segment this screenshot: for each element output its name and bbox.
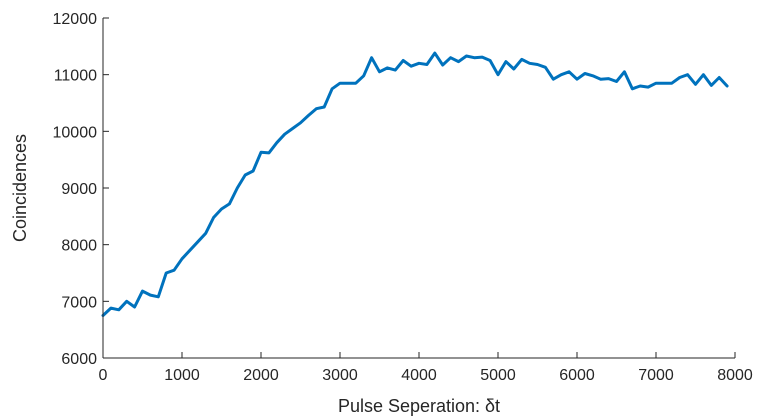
y-tick-label: 11000 [54,68,97,85]
y-tick-label: 6000 [61,351,97,368]
y-tick-label: 7000 [61,294,97,311]
x-tick-label: 3000 [322,367,358,384]
x-tick-label: 0 [99,367,108,384]
x-axis-title: Pulse Seperation: δt [338,396,500,416]
y-tick-label: 8000 [61,238,97,255]
x-axis-ticks: 0 1000 2000 3000 4000 5000 6000 7000 8000 [99,352,753,384]
y-tick-label: 12000 [53,11,98,28]
y-axis-ticks: 6000 7000 8000 9000 10000 11000 12000 [53,11,109,368]
x-tick-label: 1000 [164,367,200,384]
y-axis-title: Coincidences [10,134,30,242]
x-tick-label: 5000 [480,367,516,384]
series-layer [101,51,729,317]
x-tick-label: 4000 [401,367,437,384]
x-tick-label: 2000 [243,367,279,384]
series-line [101,51,729,317]
y-tick-label: 10000 [53,124,98,141]
x-tick-label: 6000 [559,367,595,384]
x-tick-label: 8000 [717,367,753,384]
y-tick-label: 9000 [61,181,97,198]
x-tick-label: 7000 [638,367,674,384]
